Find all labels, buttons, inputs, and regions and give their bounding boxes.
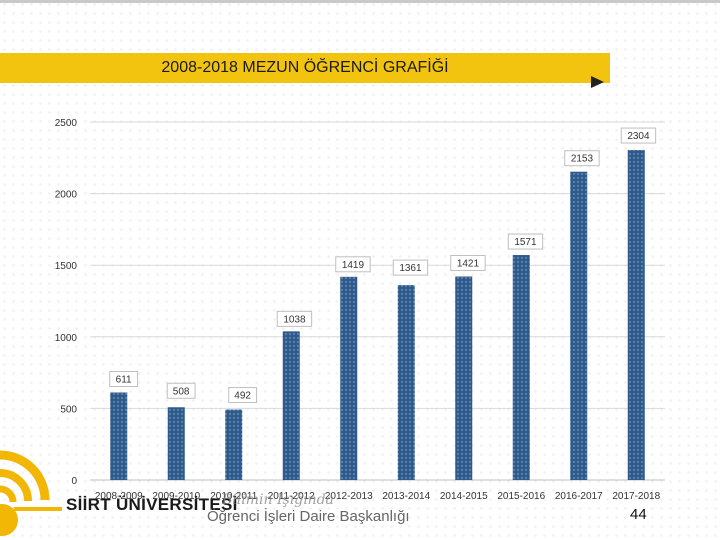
data-label: 2304 [627,131,650,142]
data-label-box [228,387,258,404]
bar [627,150,645,480]
data-label: 1038 [283,314,306,325]
y-tick-label: 500 [60,404,77,415]
data-label: 1571 [514,237,537,248]
data-label: 1419 [342,260,365,271]
y-tick-label: 2000 [55,190,78,201]
bar [225,409,243,480]
x-tick-label: 2008-2009 [95,491,143,502]
x-tick-label: 2010-2011 [210,491,258,502]
data-label: 1361 [399,263,422,274]
bar [512,255,530,480]
chart-title: 2008-2018 MEZUN ÖĞRENCİ GRAFİĞİ [161,59,449,76]
bar [397,285,415,480]
data-label-box [564,150,600,167]
data-label-box [109,371,139,388]
data-label-box [620,127,657,144]
data-label: 1421 [457,259,480,270]
x-tick-label: 2013-2014 [382,491,430,502]
top-border [0,0,720,3]
university-slogan: Bilimin Işığında [222,492,334,508]
data-label: 2153 [571,154,594,165]
data-label: 611 [116,375,132,386]
bar [570,171,588,480]
x-tick-label: 2009-2010 [152,491,200,502]
x-tick-label: 2015-2016 [497,491,545,502]
y-tick-label: 0 [71,476,77,487]
x-tick-label: 2012-2013 [325,491,373,502]
data-label: 492 [234,391,251,402]
university-logo-icon [0,450,62,536]
bar [455,276,473,480]
data-label-box [335,256,371,273]
y-tick-label: 1000 [55,333,78,344]
bar [340,276,358,480]
page-number: 44 [630,506,647,523]
bar [110,392,128,480]
play-arrow-icon [591,76,604,88]
data-label-box [166,382,196,399]
data-label-box [392,259,429,276]
y-tick-label: 2500 [55,118,78,129]
data-label-box [507,233,544,250]
bar [282,331,300,480]
x-tick-label: 2016-2017 [555,491,603,502]
x-tick-label: 2017-2018 [612,491,660,502]
department-name: Öğrenci İşleri Daire Başkanlığı [207,508,410,525]
x-tick-label: 2014-2015 [440,491,488,502]
university-name: SİİRT ÜNİVERSİTESİ [66,495,238,514]
y-tick-label: 1500 [55,261,78,272]
title-banner [0,53,610,83]
data-label: 508 [173,386,190,397]
data-label-box [450,255,486,272]
data-label-box [276,310,313,327]
x-tick-label: 2011-2012 [268,491,316,502]
bar [167,407,185,480]
